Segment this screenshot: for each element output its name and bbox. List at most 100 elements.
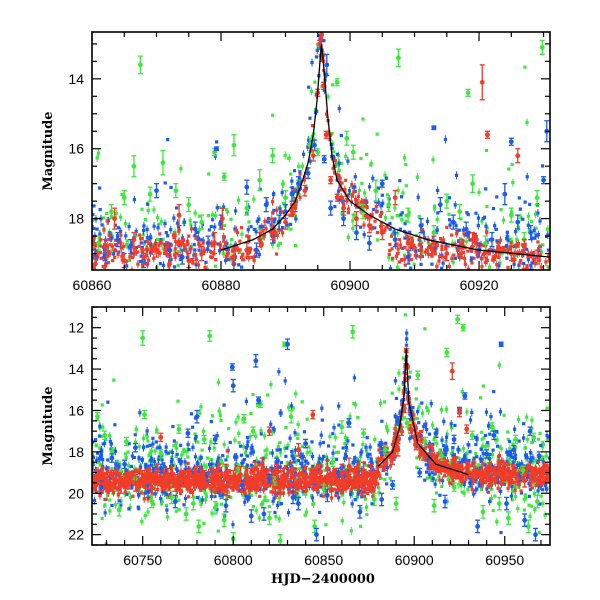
point-blue xyxy=(528,202,532,207)
point-blue xyxy=(495,239,499,243)
point-green xyxy=(379,476,383,481)
point-blue xyxy=(113,423,117,427)
point-red xyxy=(461,238,465,243)
point-green xyxy=(161,237,165,241)
point-blue xyxy=(275,448,279,452)
point-blue xyxy=(171,424,175,429)
point-blue xyxy=(479,447,483,451)
point-red xyxy=(130,255,135,260)
point-blue xyxy=(302,430,307,434)
point-green xyxy=(249,411,253,416)
point-blue xyxy=(164,230,168,235)
point-green xyxy=(251,392,255,397)
point-green xyxy=(225,463,229,468)
point-blue xyxy=(148,443,152,447)
point-blue xyxy=(431,442,435,446)
point-green xyxy=(443,286,446,289)
point-blue xyxy=(319,494,323,498)
point-blue xyxy=(139,290,142,293)
point-red xyxy=(110,259,115,263)
point-red xyxy=(539,244,543,248)
point-red xyxy=(191,261,195,265)
point-green xyxy=(399,276,402,279)
data-point-blue xyxy=(192,221,198,237)
point-green xyxy=(100,403,104,407)
point-red xyxy=(113,248,117,252)
point-red xyxy=(340,181,344,185)
point-green xyxy=(324,523,328,527)
point-red xyxy=(243,491,247,495)
point-blue xyxy=(213,494,217,499)
top-panel-y-axis-label: Magnitude xyxy=(41,111,56,190)
point-blue xyxy=(221,454,225,458)
point-red xyxy=(98,244,103,248)
point-red xyxy=(484,256,488,260)
point-blue xyxy=(420,401,424,405)
point-red xyxy=(430,254,434,258)
point-blue xyxy=(92,204,96,208)
point-blue xyxy=(400,211,404,215)
point-red xyxy=(409,244,413,248)
data-point-red xyxy=(515,148,521,164)
point-blue xyxy=(177,457,181,462)
point-green xyxy=(356,415,360,420)
point-red xyxy=(427,245,431,250)
point-blue xyxy=(258,224,262,229)
point-red xyxy=(247,248,252,252)
point-green xyxy=(332,150,336,154)
point-red xyxy=(380,464,385,468)
point-blue xyxy=(101,256,106,260)
point-green xyxy=(300,400,304,404)
point-green xyxy=(177,498,181,502)
point-blue xyxy=(321,440,326,445)
point-green xyxy=(300,444,305,448)
point-blue xyxy=(525,247,529,251)
data-point-green xyxy=(539,39,545,56)
point-green xyxy=(155,237,159,242)
point-green xyxy=(363,497,367,501)
point-green xyxy=(103,504,107,508)
data-point-red xyxy=(418,242,424,258)
point-red xyxy=(162,251,167,256)
point-red xyxy=(175,252,179,256)
point-red xyxy=(374,210,379,214)
point-red xyxy=(350,194,354,198)
point-blue xyxy=(116,226,120,230)
data-point-red xyxy=(199,245,205,262)
point-blue xyxy=(159,238,163,242)
point-blue xyxy=(192,243,196,247)
point-green xyxy=(414,397,418,401)
point-blue xyxy=(499,530,503,535)
point-green xyxy=(289,172,293,176)
point-green xyxy=(92,468,95,472)
data-point-blue xyxy=(321,155,327,164)
point-green xyxy=(102,216,106,220)
point-blue xyxy=(266,220,271,224)
point-blue xyxy=(479,459,483,463)
point-blue xyxy=(100,449,104,453)
point-blue xyxy=(156,446,160,450)
point-red xyxy=(242,258,246,262)
point-blue xyxy=(447,218,452,222)
point-blue xyxy=(320,28,323,31)
point-red xyxy=(378,214,383,219)
point-green xyxy=(177,508,181,512)
point-green xyxy=(171,483,175,487)
point-green xyxy=(264,453,268,457)
point-blue xyxy=(430,471,434,475)
point-green xyxy=(115,459,119,463)
point-blue xyxy=(252,459,257,464)
point-blue xyxy=(519,491,524,495)
point-green xyxy=(493,494,497,498)
point-red xyxy=(293,188,297,192)
point-green xyxy=(335,450,339,455)
point-blue xyxy=(130,483,134,487)
point-green xyxy=(174,454,178,458)
point-blue xyxy=(162,462,166,466)
point-red xyxy=(140,250,145,254)
point-green xyxy=(546,265,550,269)
point-blue xyxy=(187,448,191,452)
point-blue xyxy=(474,442,478,447)
point-blue xyxy=(195,461,199,465)
